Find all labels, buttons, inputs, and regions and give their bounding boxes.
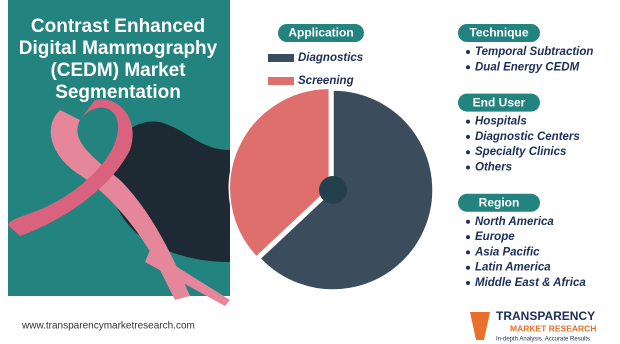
bullet — [466, 265, 470, 270]
bullet — [466, 50, 470, 54]
segment-item: Temporal Subtraction — [475, 46, 593, 58]
bullet — [466, 250, 470, 255]
segment-item: Specialty Clinics — [475, 146, 566, 158]
title-line: Contrast Enhanced — [31, 16, 205, 37]
ribbon — [8, 99, 133, 236]
bullet — [466, 281, 470, 285]
segment-title: Technique — [469, 26, 528, 40]
title-line: Segmentation — [55, 82, 181, 103]
segment-item: Europe — [475, 231, 515, 243]
chart-title: Application — [288, 26, 353, 40]
segment-item: Middle East & Africa — [475, 277, 586, 289]
segment-item: Others — [475, 162, 512, 174]
logo-text: MARKET RESEARCH — [510, 323, 596, 333]
legend-header — [278, 24, 364, 42]
bullet — [466, 134, 470, 139]
legend-swatch — [268, 77, 294, 85]
segment-item: Asia Pacific — [474, 246, 540, 258]
segment-item: Latin America — [475, 262, 551, 274]
bullet — [466, 235, 470, 240]
segment-item: Hospitals — [475, 116, 527, 128]
title-line: (CEDM) Market — [50, 60, 186, 81]
bullet — [466, 119, 470, 124]
bullet — [466, 165, 470, 170]
title-line: Digital Mammography — [19, 38, 218, 59]
legend-swatch — [268, 54, 294, 62]
bullet — [466, 65, 470, 70]
segment-header — [458, 93, 540, 112]
segment-title: Region — [479, 195, 520, 209]
pie-center — [319, 176, 347, 204]
ribbon — [145, 250, 230, 306]
bullet — [466, 219, 470, 224]
segment-item: North America — [475, 216, 554, 228]
legend-label: Screening — [298, 75, 354, 87]
logo-icon — [470, 312, 490, 340]
legend-label: Diagnostics — [298, 52, 363, 64]
segment-title: End User — [473, 95, 526, 109]
bullet — [466, 150, 470, 155]
segment-item: Dual Energy CEDM — [475, 61, 580, 73]
logo-tagline: In-depth Analysis. Accurate Results — [496, 337, 590, 343]
pie-slice — [228, 87, 331, 258]
logo-text: TRANSPARENCY — [496, 309, 595, 323]
footer-url: www.transparencymarketresearch.com — [21, 321, 195, 332]
segment-header — [458, 24, 540, 42]
ribbon — [50, 110, 190, 300]
segment-item: Diagnostic Centers — [475, 131, 580, 143]
segment-header — [458, 193, 540, 212]
